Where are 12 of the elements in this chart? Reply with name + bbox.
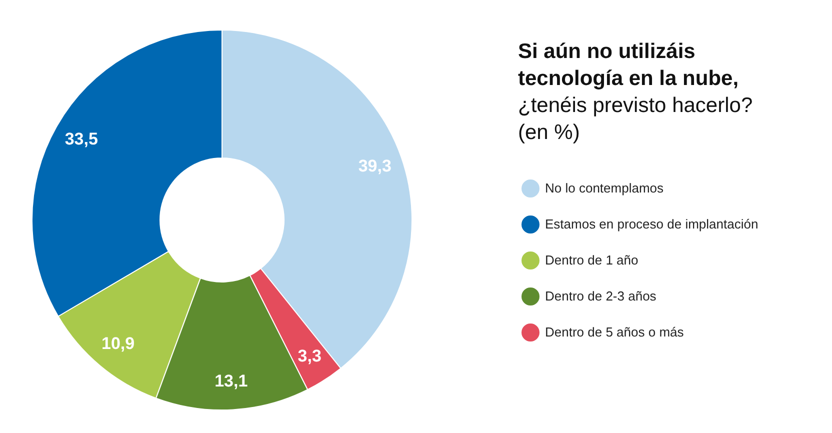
legend-label: Dentro de 1 año <box>545 252 638 268</box>
data-label: 39,3 <box>358 156 392 176</box>
legend-label: No lo contemplamos <box>545 180 664 196</box>
data-label: 3,3 <box>298 346 322 366</box>
data-label: 13,1 <box>214 372 248 391</box>
text: Si aún no utilizáis tecnología en la nube, <box>518 40 739 90</box>
legend-label: Estamos en proceso de implantación <box>545 216 758 232</box>
legend-label: Dentro de 2-3 años <box>545 288 657 304</box>
data-label: 10,9 <box>101 334 135 354</box>
text: ¿tenéis previsto hacerlo? (en %) <box>518 94 753 144</box>
data-label: 33,5 <box>64 130 98 149</box>
legend-label: Dentro de 5 años o más <box>545 324 684 340</box>
